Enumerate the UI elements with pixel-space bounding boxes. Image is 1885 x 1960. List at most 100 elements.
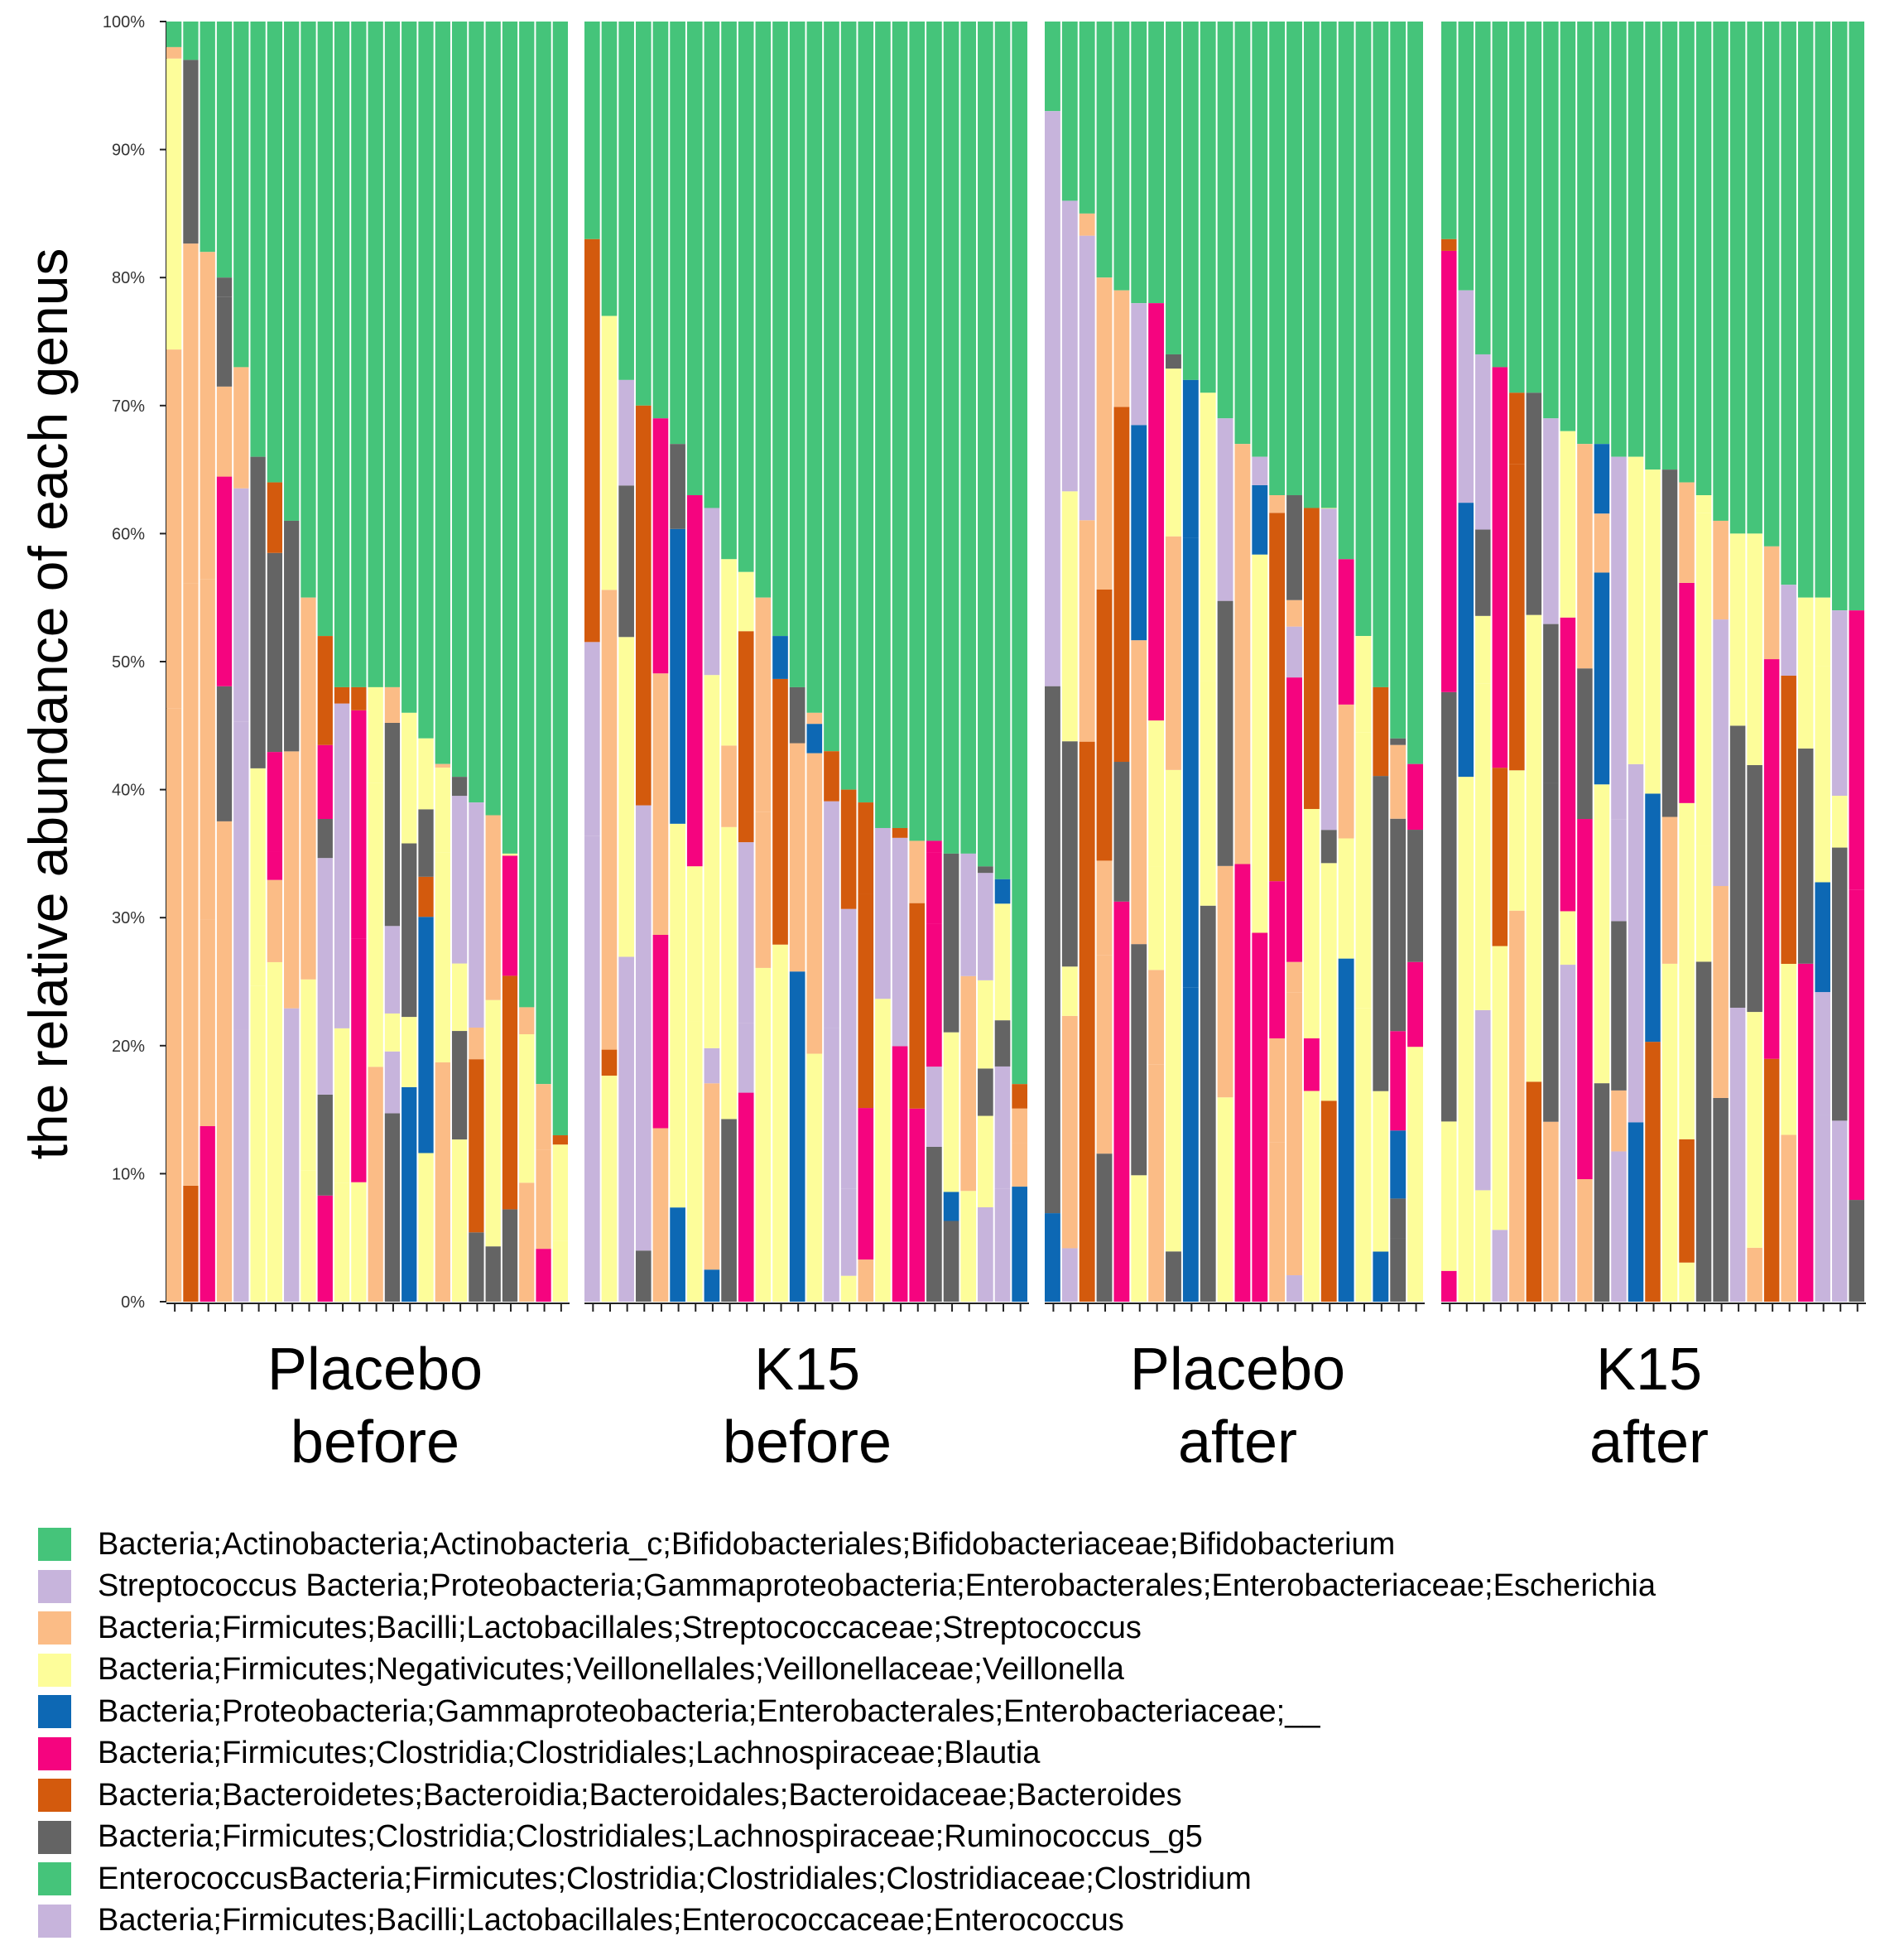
bar-segment [384, 722, 401, 927]
group-label-line2: after [1177, 1409, 1298, 1476]
bar-segment [704, 1083, 720, 1191]
bar-segment [1286, 961, 1302, 993]
bar-segment [469, 1027, 484, 1060]
bar-segment [1747, 1012, 1762, 1248]
bar-segment [368, 1067, 383, 1302]
bar-segment-bifidobacterium [334, 22, 350, 687]
bar-segment [183, 60, 199, 244]
bar-segment [1594, 1083, 1610, 1302]
bar-segment [1679, 802, 1695, 1139]
bar-segment [402, 1086, 417, 1302]
bar-segment [317, 858, 333, 1095]
bar-segment [1131, 1175, 1147, 1302]
bar-segment-bifidobacterium [892, 22, 908, 828]
bar-segment [200, 919, 215, 1127]
bar-segment [1234, 444, 1251, 864]
bar-segment [994, 1066, 1011, 1189]
bar-segment [1797, 748, 1814, 964]
bar-segment [1509, 464, 1525, 771]
bar-segment [1182, 987, 1199, 1302]
bar-segment [1679, 482, 1695, 583]
bar-segment [686, 495, 703, 867]
bar-segment [1079, 741, 1095, 1302]
bar-segment [1234, 864, 1251, 1302]
bar-segment-bifidobacterium [806, 22, 823, 713]
bar-segment-bifidobacterium [686, 22, 703, 496]
bar-segment-bifidobacterium [1320, 22, 1337, 508]
bar-segment [1407, 763, 1423, 831]
legend-swatch [38, 1695, 71, 1729]
bar-segment [502, 1209, 518, 1302]
bar-segment-bifidobacterium [1492, 22, 1508, 368]
legend-swatch [38, 1653, 71, 1687]
bar-segment [1441, 250, 1457, 692]
bar-segment [1286, 1275, 1302, 1302]
bar-segment [943, 853, 959, 1033]
bar-segment-bifidobacterium [1661, 22, 1678, 470]
bar-segment [301, 1170, 316, 1302]
bar-segment [1815, 666, 1830, 883]
bar-segment [284, 520, 300, 752]
bar-segment [384, 1013, 401, 1052]
legend-item: Bacteria;Firmicutes;Bacilli;Lactobacilla… [38, 1607, 1859, 1649]
bar-segment [301, 979, 316, 1171]
bar-segment-bifidobacterium [1269, 22, 1286, 496]
legend-item: Bacteria;Firmicutes;Clostridia;Clostridi… [38, 1817, 1859, 1859]
bar-segment [584, 238, 600, 643]
bar-segment [1831, 610, 1848, 797]
bar-segment [1355, 636, 1372, 733]
bar-segment [858, 802, 874, 894]
bar-segment [824, 1028, 839, 1302]
bar-segment [233, 721, 249, 1030]
bar-segment [1252, 932, 1268, 1302]
bar-segment [806, 753, 823, 1054]
bar-segment-bifidobacterium [368, 22, 383, 687]
bar-segment-bifidobacterium [1849, 22, 1864, 611]
bar-segment [451, 777, 468, 797]
legend-label: Bacteria;Firmicutes;Negativicutes;Veillo… [98, 1652, 1124, 1688]
bar-segment [1661, 963, 1678, 1302]
bar-segment [1061, 200, 1078, 492]
bar-segment [1747, 533, 1762, 765]
bar-segment-bifidobacterium [1373, 22, 1389, 687]
bar-segment [840, 908, 857, 1189]
bar-segment [1217, 418, 1233, 601]
bar-segment-bifidobacterium [1113, 22, 1130, 291]
bar-segment [1441, 691, 1457, 1122]
bar-segment [1729, 533, 1746, 726]
bar-segment-bifidobacterium [960, 22, 977, 854]
bar-segment [1713, 886, 1729, 1098]
bar-segment [670, 823, 685, 1208]
bar-segment-bifidobacterium [1303, 22, 1320, 508]
bar-segment [216, 386, 233, 477]
bar-segment [670, 528, 685, 824]
legend-item: EnterococcusBacteria;Firmicutes;Clostrid… [38, 1858, 1859, 1900]
bar-segment [250, 456, 266, 768]
bar-segment [840, 789, 857, 909]
bar-segment [1286, 992, 1302, 1276]
group-label-k15-before: K15 before [600, 1333, 1014, 1479]
legend-item: Streptococcus Bacteria;Proteobacteria;Ga… [38, 1566, 1859, 1608]
bar-segment [418, 1153, 434, 1302]
bar-segment-bifidobacterium [1560, 22, 1576, 431]
bar-segment [960, 975, 977, 1192]
bar-segment [1079, 213, 1095, 236]
y-axis-label-box: the relative abundance of each genus [7, 199, 89, 1209]
bar-segment-bifidobacterium [840, 22, 857, 790]
y-tick-label: 80% [112, 269, 145, 287]
bar-segment [1713, 520, 1729, 620]
legend-label: Bacteria;Firmicutes;Clostridia;Clostridi… [98, 1819, 1203, 1855]
bar-segment [1166, 1251, 1181, 1302]
bar-segment [519, 1007, 535, 1034]
legend-label: Bacteria;Firmicutes;Bacilli;Lactobacilla… [98, 1903, 1124, 1938]
bar-segment-bifidobacterium [301, 22, 316, 598]
bar-segment-bifidobacterium [1526, 22, 1542, 393]
bar-segment [1577, 1179, 1593, 1302]
bar-segment [943, 1032, 959, 1192]
bar-segment [1200, 905, 1216, 1302]
bar-segment [1577, 668, 1593, 820]
bar-segment [1560, 911, 1576, 966]
bar-segment [1012, 1108, 1027, 1144]
bar-segment [1543, 418, 1559, 624]
bar-segment [166, 46, 182, 59]
